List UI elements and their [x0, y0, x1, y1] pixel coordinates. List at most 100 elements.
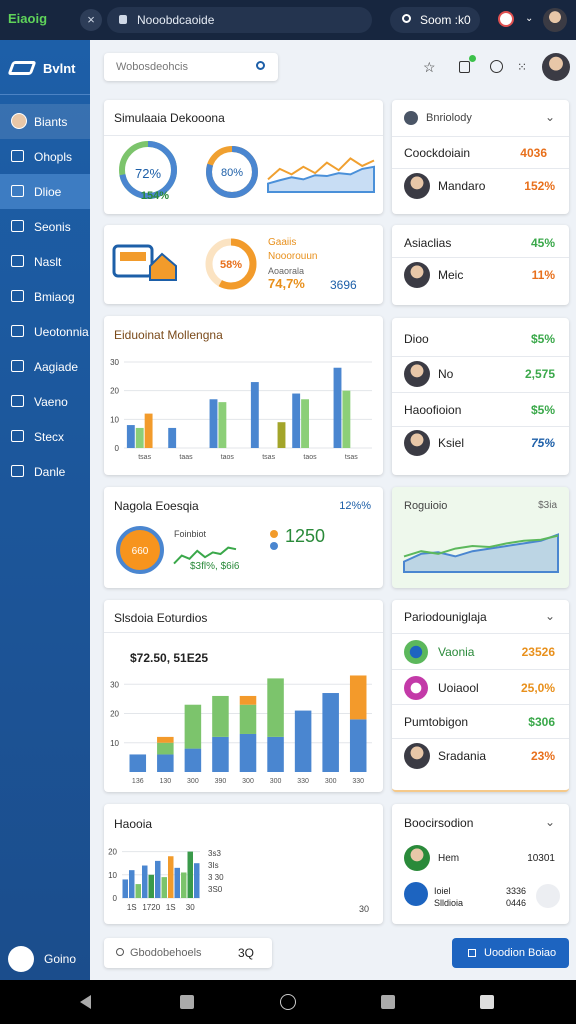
search-text: Soom :k0 — [420, 13, 471, 27]
icon — [404, 640, 428, 664]
search-box[interactable]: Wobosdeohcis — [104, 53, 278, 81]
nav-item[interactable]: Ohopls — [0, 139, 90, 174]
chevron: ⌄ — [544, 815, 555, 829]
element — [392, 168, 569, 169]
profile-icon[interactable] — [498, 11, 514, 27]
element — [392, 669, 569, 670]
brand: Bvlnt — [43, 61, 76, 76]
nav-icon — [11, 185, 24, 197]
close-button[interactable]: × — [80, 9, 102, 31]
network-card: Nagola Eoesqia 12%% Foinbiot 1250 $3fl%,… — [104, 487, 383, 588]
nav-label: Bmiaog — [34, 290, 75, 304]
row-name: Asiaclias — [404, 236, 452, 250]
nav-icon — [11, 430, 24, 442]
avatar — [404, 430, 430, 456]
address-bar[interactable]: Nooobdcaoide — [107, 7, 372, 33]
nav-item[interactable]: Vaeno — [0, 384, 90, 419]
card-title: Nagola Eoesqia — [114, 499, 199, 513]
element — [392, 136, 569, 137]
sales-card: Slsdoia Eoturdios $72.50, 51E25 — [104, 600, 383, 792]
row-value: 3336 — [506, 886, 527, 896]
row-value: 23526 — [521, 645, 555, 659]
home-button[interactable] — [280, 994, 296, 1010]
bag-icon[interactable] — [459, 61, 470, 73]
row-name: Dioo — [404, 332, 429, 346]
nav-item[interactable]: Dlioe — [0, 174, 90, 209]
accounts-card: Asiaclias 45% Meic 11% — [392, 225, 569, 305]
avatar — [404, 743, 430, 769]
element — [104, 632, 383, 633]
transit-card: Gaaiis Nooorouun Aoaorala 74,7% 3696 — [104, 225, 383, 304]
row-value: 23% — [530, 749, 555, 763]
row-value: 75% — [530, 436, 555, 450]
card-title: Boocirsodion — [404, 816, 474, 830]
badge: 12%% — [339, 500, 371, 512]
clock-icon[interactable] — [490, 60, 503, 73]
row-value: $306 — [528, 715, 555, 729]
address-text: Nooobdcaoide — [137, 13, 215, 27]
nav-item[interactable]: Bmiaog — [0, 279, 90, 314]
nav-label: Ueotonnia — [34, 325, 89, 339]
nav-item[interactable]: Seonis — [0, 209, 90, 244]
element — [392, 426, 569, 427]
nav-item[interactable]: Aagiade — [0, 349, 90, 384]
chevron: ⌄ — [544, 110, 555, 124]
row-value: 0446 — [506, 898, 527, 908]
divider — [0, 94, 90, 95]
button-icon — [468, 949, 476, 957]
row-value: 4036 — [520, 146, 547, 160]
row-value: $5% — [530, 332, 555, 346]
nav-item[interactable]: Ueotonnia — [0, 314, 90, 349]
nav-label: Stecx — [34, 430, 65, 444]
dot — [270, 542, 278, 550]
transit-line: Nooorouun — [268, 251, 318, 262]
chevron: ⌄ — [544, 609, 555, 623]
button-label: Uoodion Boiao — [484, 947, 557, 959]
mini-card: Haooia 30 — [104, 804, 383, 924]
nav-item[interactable]: Biants — [0, 104, 90, 139]
lock-button[interactable] — [536, 884, 560, 908]
card-title: Simulaaia Dekooona — [114, 111, 225, 125]
search-icon — [256, 61, 265, 70]
overview-card: Simulaaia Dekooona — [104, 100, 383, 214]
icon — [404, 882, 428, 906]
transit-line: Gaaiis — [268, 237, 297, 248]
nav-label: Vaeno — [34, 395, 68, 409]
avatar[interactable] — [543, 8, 567, 32]
row-name: Ksiel — [438, 436, 465, 450]
grid-icon[interactable]: ⁙ — [517, 60, 528, 74]
card-title: Eiduoinat Mollengna — [114, 328, 223, 342]
search-icon — [402, 14, 411, 23]
row-name: Meic — [438, 268, 464, 282]
nav-item[interactable]: Stecx — [0, 419, 90, 454]
row-name: No — [438, 367, 454, 381]
back-button[interactable] — [80, 995, 91, 1009]
recents-button[interactable] — [480, 995, 494, 1009]
top-bar: Eiaoig × Nooobdcaoide Soom :k0 ⌄ — [0, 0, 576, 40]
submit-button[interactable]: Uoodion Boiao — [452, 938, 569, 968]
star-icon[interactable]: ☆ — [423, 59, 436, 75]
transit-stat: 3696 — [330, 278, 357, 292]
card-title: Slsdoia Eoturdios — [114, 611, 208, 625]
periods-card: Pariodouniglaja ⌄ Vaonia 23526 Uoiaool 2… — [392, 600, 569, 792]
search-icon — [116, 948, 124, 956]
nav-item[interactable]: Danle — [0, 454, 90, 489]
nav-icon — [11, 150, 24, 162]
card-subtitle: $72.50, 51E25 — [130, 651, 209, 665]
avatar[interactable] — [542, 53, 570, 81]
logo: Eiaoig — [8, 11, 48, 26]
element — [392, 633, 569, 634]
nav-item[interactable]: Naslt — [0, 244, 90, 279]
nav-icon — [11, 220, 24, 232]
nav-label: Danle — [34, 465, 66, 479]
card-title: Roguioio — [404, 500, 448, 512]
nav-icon — [11, 395, 24, 407]
bottom-search[interactable]: Gbodobehoels 3Q — [104, 938, 272, 968]
lock-icon — [119, 15, 127, 24]
browser-search[interactable]: Soom :k0 — [390, 7, 480, 33]
row-name: Haoofioion — [404, 403, 462, 417]
chevron: ⌄ — [525, 13, 534, 24]
nav-label: Naslt — [34, 255, 62, 269]
